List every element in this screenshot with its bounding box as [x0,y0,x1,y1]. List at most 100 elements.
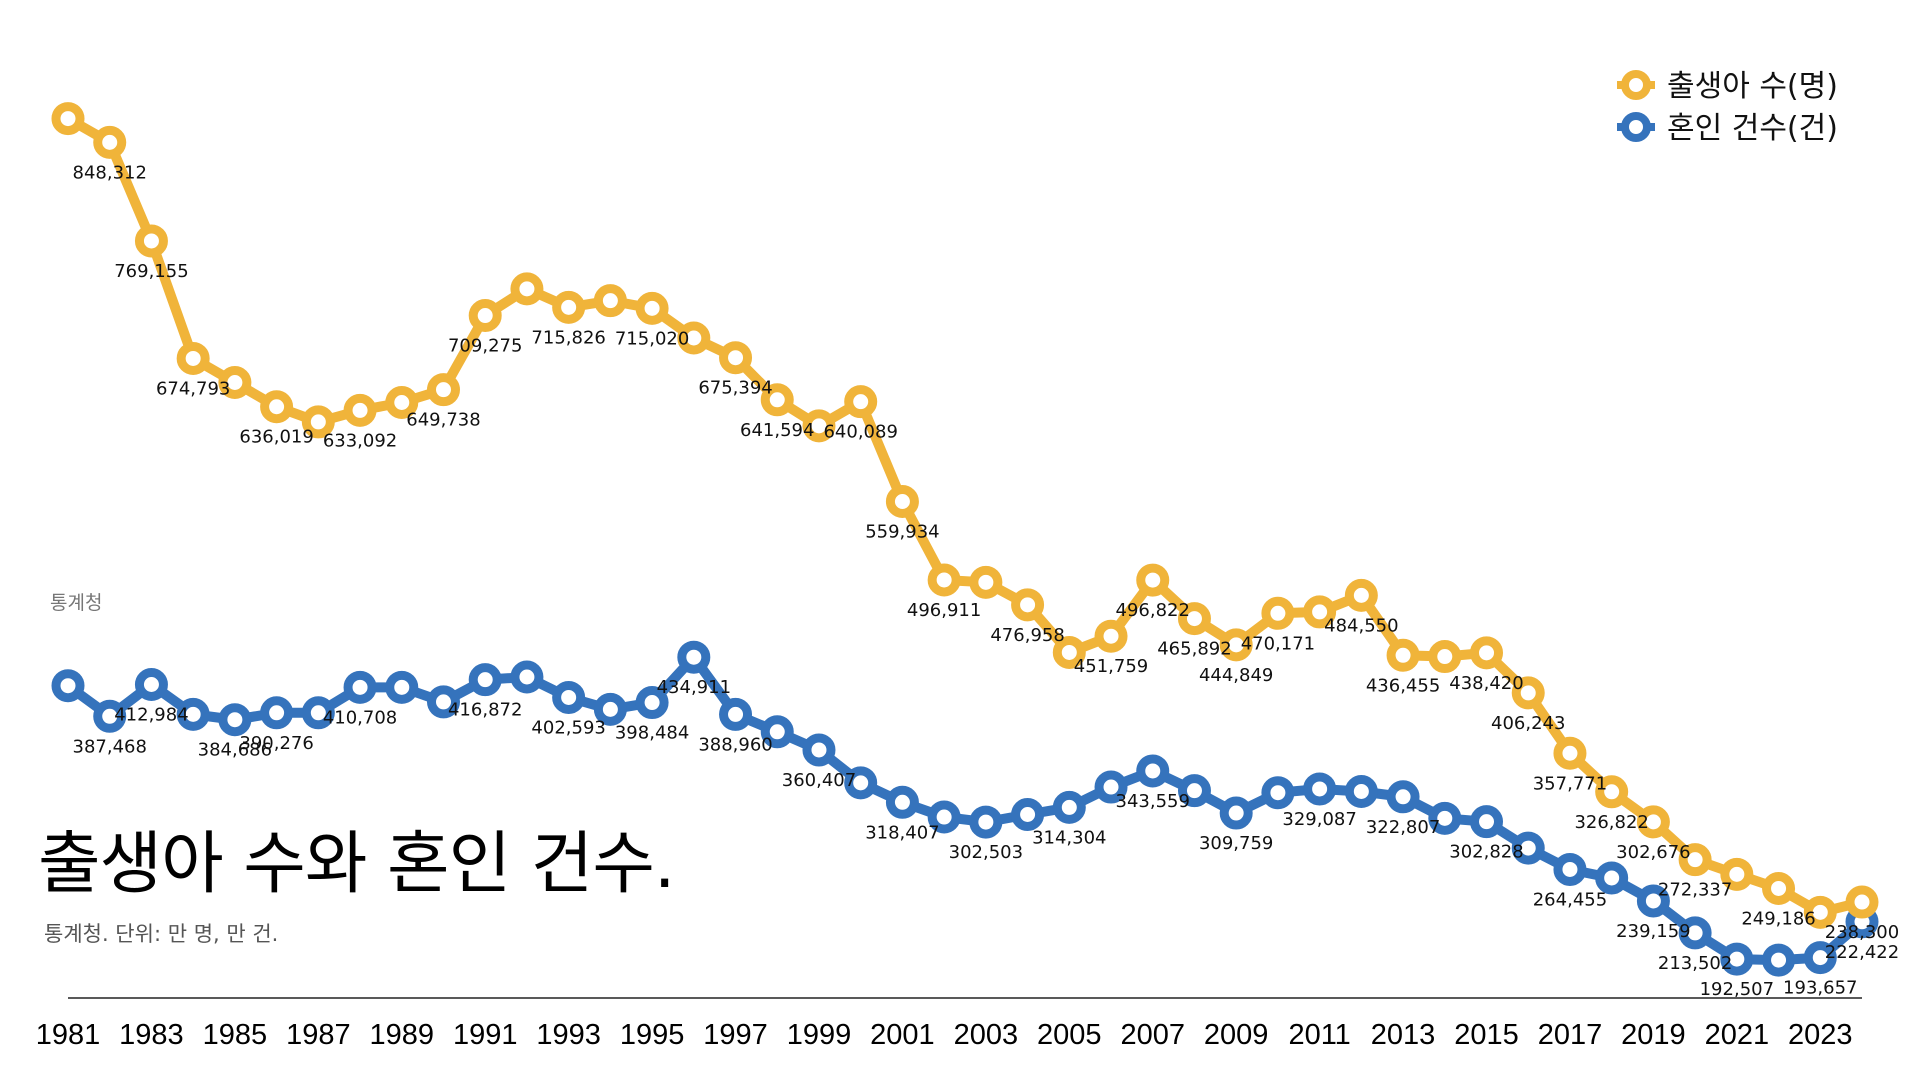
data-point-births[interactable] [1219,628,1253,662]
legend-item-marriages[interactable]: 혼인 건수(건) [1617,111,1838,146]
data-point-births[interactable] [260,390,294,424]
data-label-marriages: 390,276 [239,733,313,754]
data-point-marriages[interactable] [1595,861,1629,895]
data-point-births[interactable] [552,290,586,324]
data-point-births[interactable] [1303,595,1337,629]
data-point-marriages[interactable] [1720,942,1754,976]
data-point-births[interactable] [343,393,377,427]
data-point-births[interactable] [1344,578,1378,612]
data-label-marriages: 416,872 [448,700,522,721]
data-point-births[interactable] [93,125,127,159]
data-point-births[interactable] [1595,775,1629,809]
data-point-marriages[interactable] [1386,780,1420,814]
data-point-marriages[interactable] [468,663,502,697]
data-point-births[interactable] [1470,636,1504,670]
data-point-marriages[interactable] [1470,805,1504,839]
data-point-births[interactable] [1762,871,1796,905]
data-point-marriages[interactable] [1428,801,1462,835]
data-point-births[interactable] [677,321,711,355]
data-point-births[interactable] [1177,602,1211,636]
data-point-births[interactable] [1553,736,1587,770]
data-point-births[interactable] [760,383,794,417]
data-point-marriages[interactable] [927,800,961,834]
data-point-births[interactable] [1386,638,1420,672]
data-point-marriages[interactable] [260,696,294,730]
data-point-marriages[interactable] [1094,770,1128,804]
data-label-marriages: 318,407 [865,822,939,843]
data-point-marriages[interactable] [93,699,127,733]
legend-item-births[interactable]: 출생아 수(명) [1617,69,1838,104]
data-point-births[interactable] [1052,635,1086,669]
data-point-marriages[interactable] [301,696,335,730]
data-point-marriages[interactable] [635,686,669,720]
data-point-births[interactable] [301,405,335,439]
data-point-marriages[interactable] [677,640,711,674]
x-tick-label: 1997 [703,1019,768,1051]
data-point-births[interactable] [468,299,502,333]
data-point-births[interactable] [635,291,669,325]
data-point-marriages[interactable] [969,805,1003,839]
data-point-births[interactable] [844,385,878,419]
data-point-marriages[interactable] [1553,852,1587,886]
data-point-births[interactable] [1678,843,1712,877]
data-point-marriages[interactable] [1511,831,1545,865]
data-point-marriages[interactable] [51,669,85,703]
data-point-births[interactable] [426,373,460,407]
data-point-births[interactable] [719,341,753,375]
data-point-births[interactable] [176,341,210,375]
data-point-marriages[interactable] [1052,790,1086,824]
data-point-births[interactable] [1011,588,1045,622]
data-point-births[interactable] [1136,563,1170,597]
data-point-births[interactable] [218,365,252,399]
legend: 출생아 수(명) 혼인 건수(건) [1617,69,1838,146]
data-point-births[interactable] [51,102,85,136]
data-point-births[interactable] [385,385,419,419]
data-point-births[interactable] [1261,596,1295,630]
data-point-marriages[interactable] [760,715,794,749]
x-tick-label: 2011 [1288,1019,1350,1051]
data-label-births: 715,826 [531,327,605,348]
data-point-marriages[interactable] [176,697,210,731]
data-point-marriages[interactable] [1261,776,1295,810]
data-point-marriages[interactable] [1762,943,1796,977]
data-point-births[interactable] [802,409,836,443]
data-point-marriages[interactable] [1011,797,1045,831]
data-point-marriages[interactable] [1303,772,1337,806]
data-point-births[interactable] [885,484,919,518]
data-point-marriages[interactable] [1803,941,1837,975]
data-point-marriages[interactable] [1177,774,1211,808]
data-point-marriages[interactable] [552,680,586,714]
data-point-marriages[interactable] [1678,916,1712,950]
data-point-births[interactable] [510,272,544,306]
data-point-marriages[interactable] [844,766,878,800]
data-point-marriages[interactable] [385,670,419,704]
data-point-marriages[interactable] [593,692,627,726]
data-point-births[interactable] [134,224,168,258]
data-point-marriages[interactable] [343,670,377,704]
legend-marriages-label: 혼인 건수(건) [1667,111,1838,146]
data-point-marriages[interactable] [1136,754,1170,788]
data-point-marriages[interactable] [1344,774,1378,808]
data-point-births[interactable] [1845,885,1879,919]
data-point-births[interactable] [1094,619,1128,653]
data-point-marriages[interactable] [885,785,919,819]
x-tick-label: 2013 [1371,1019,1436,1051]
data-point-marriages[interactable] [218,703,252,737]
data-point-births[interactable] [1511,676,1545,710]
data-point-marriages[interactable] [134,667,168,701]
data-point-births[interactable] [1428,640,1462,674]
data-point-marriages[interactable] [1219,796,1253,830]
data-point-births[interactable] [1803,895,1837,929]
data-point-births[interactable] [1720,857,1754,891]
data-point-births[interactable] [969,565,1003,599]
data-label-births: 249,186 [1741,908,1815,929]
data-point-marriages[interactable] [1636,884,1670,918]
data-point-births[interactable] [927,563,961,597]
data-point-marriages[interactable] [719,697,753,731]
data-point-marriages[interactable] [510,660,544,694]
data-point-births[interactable] [1636,805,1670,839]
data-point-births[interactable] [593,284,627,318]
data-point-marriages[interactable] [802,733,836,767]
data-point-marriages[interactable] [426,685,460,719]
